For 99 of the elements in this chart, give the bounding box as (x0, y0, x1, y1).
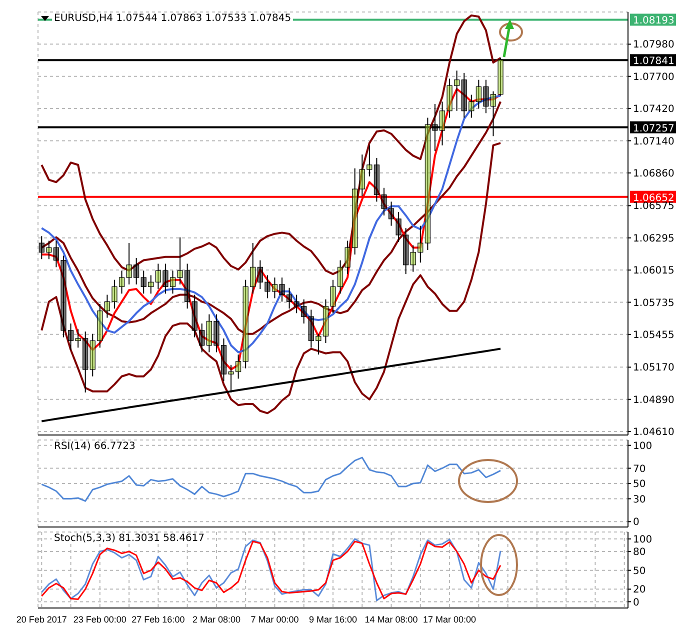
candlestick (388, 201, 394, 226)
candlestick (192, 294, 198, 338)
y-tick-label: 1.06295 (633, 233, 674, 244)
chart-title: RSI(14) 66.7723 (52, 441, 138, 452)
x-tick-label: 23 Feb 00:00 (73, 614, 126, 624)
candlestick (476, 79, 482, 110)
candlestick (279, 277, 285, 302)
y-tick-label: 1.07140 (633, 136, 674, 148)
candlestick (90, 333, 96, 377)
candlestick (97, 303, 103, 348)
y-tick-label: 1.05735 (633, 298, 674, 309)
candlestick (118, 270, 125, 294)
ref-line-label: 1.07841 (633, 56, 674, 68)
candlestick (316, 333, 322, 356)
candlestick (228, 364, 234, 393)
candlestick (294, 294, 300, 314)
y-tick-label: 1.04890 (633, 394, 674, 406)
candlestick (468, 94, 474, 118)
candlestick (68, 323, 74, 350)
y-tick-label: 0 (633, 517, 640, 528)
candlestick (396, 212, 402, 242)
y-tick-label: 1.07980 (633, 40, 674, 51)
candlestick (308, 309, 314, 348)
y-tick-label: 100 (633, 534, 652, 546)
candlestick (381, 187, 387, 216)
candlestick (134, 257, 140, 285)
candlestick (104, 294, 110, 318)
candlestick (403, 228, 409, 275)
candlestick (53, 240, 60, 268)
line-series (40, 456, 502, 502)
x-tick-label: 7 Mar 00:00 (250, 614, 299, 624)
line-series (40, 348, 502, 422)
candlestick (184, 263, 190, 310)
y-tick-label: 100 (633, 440, 652, 452)
candlestick (264, 274, 270, 299)
candlestick (301, 298, 307, 324)
candlestick (148, 274, 154, 294)
candlestick (214, 314, 220, 353)
candlestick (374, 157, 380, 202)
candlestick (250, 242, 256, 294)
x-tick-label: 27 Feb 16:00 (132, 614, 185, 624)
candlestick (483, 79, 489, 114)
candlestick (162, 263, 168, 294)
candlestick (366, 144, 372, 177)
y-tick-label: 1.06015 (633, 266, 674, 277)
y-tick-label: 80 (633, 547, 646, 558)
x-tick-label: 20 Feb 2017 (16, 614, 67, 624)
candlestick (286, 287, 292, 310)
candlestick (446, 78, 452, 118)
candlestick (60, 255, 66, 338)
x-tick-label: 2 Mar 08:00 (192, 614, 240, 624)
candlestick (46, 240, 52, 260)
candlestick (126, 242, 132, 285)
y-tick-label: 1.07700 (633, 72, 674, 83)
candlestick (155, 263, 161, 290)
candlestick (272, 277, 278, 299)
candlestick (38, 236, 44, 260)
candlestick (75, 328, 81, 348)
line-series (40, 142, 502, 414)
y-tick-label: 50 (633, 479, 646, 490)
chart-title: EURUSD,H4 1.07544 1.07863 1.07533 1.07845 (52, 13, 294, 24)
candlestick (220, 338, 227, 382)
candlestick (344, 240, 350, 275)
candlestick (359, 154, 365, 196)
candlestick (330, 279, 336, 314)
candlestick (170, 270, 176, 294)
x-tick-label: 17 Mar 00:00 (423, 614, 476, 624)
ref-line-label: 1.08193 (633, 16, 674, 27)
y-tick-label: 1.05170 (633, 362, 674, 374)
candlestick (337, 260, 344, 294)
candlestick (140, 270, 146, 294)
x-tick-label: 9 Mar 16:00 (308, 614, 358, 624)
y-tick-label: 1.04610 (633, 427, 674, 438)
candlestick (177, 236, 183, 285)
y-tick-label: 1.07420 (633, 104, 674, 116)
candlestick (199, 323, 205, 353)
y-tick-label: 1.06575 (633, 201, 674, 212)
candlestick (410, 244, 416, 272)
candlestick (352, 168, 358, 256)
chart-title: Stoch(5,3,3) 81.3031 58.4617 (52, 533, 207, 544)
y-tick-label: 30 (633, 494, 646, 506)
x-tick-label: 14 Mar 08:00 (364, 614, 418, 624)
y-tick-label: 0 (633, 597, 640, 608)
candlestick (461, 72, 467, 118)
candlestick (418, 225, 424, 264)
candlestick (206, 314, 212, 353)
candlestick (257, 260, 263, 290)
candlestick (242, 279, 248, 369)
candlestick (322, 298, 329, 344)
ref-line-label: 1.07257 (633, 123, 674, 134)
candlestick (112, 279, 118, 310)
candlestick (236, 354, 242, 380)
y-tick-label: 70 (633, 464, 646, 475)
y-tick-label: 20 (633, 584, 646, 596)
candlestick (454, 70, 460, 112)
y-tick-label: 50 (633, 566, 646, 577)
y-tick-label: 1.06860 (633, 168, 674, 180)
candlestick (82, 331, 88, 393)
y-tick-label: 1.05455 (633, 330, 674, 341)
